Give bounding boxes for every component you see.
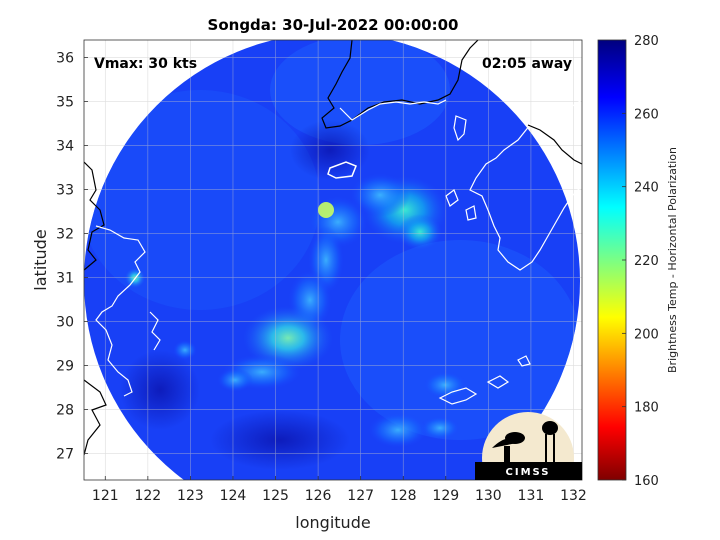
cimss-logo: CIMSS: [475, 412, 582, 480]
y-axis-ticks: 27 28 29 30 31 32 33 34 35 36: [56, 51, 88, 463]
colorbar-tick-label: 200: [634, 327, 659, 342]
coastlines: [84, 40, 582, 456]
y-tick-label: 35: [56, 95, 74, 111]
colorbar-label: Brightness Temp - Horizontal Polarizatio…: [666, 147, 679, 373]
y-tick-label: 33: [56, 183, 74, 199]
y-tick-label: 28: [56, 403, 74, 419]
y-tick-label: 31: [56, 271, 74, 287]
x-tick-label: 121: [92, 488, 119, 504]
x-axis-ticks: 121 122 123 124 125 126 127 128 129 130 131 132: [92, 476, 587, 504]
x-tick-label: 132: [560, 488, 587, 504]
y-tick-label: 30: [56, 315, 74, 331]
colorbar: [597, 39, 627, 481]
microwave-swath: [84, 40, 580, 480]
x-tick-label: 122: [134, 488, 161, 504]
time-away-label: 02:05 away: [482, 56, 572, 72]
colorbar-tick-label: 260: [634, 107, 659, 122]
x-tick-label: 127: [347, 488, 374, 504]
grid-lines: [84, 40, 582, 480]
axes-frame: [83, 39, 583, 481]
y-tick-label: 34: [56, 139, 74, 155]
x-tick-label: 130: [475, 488, 502, 504]
x-tick-label: 124: [220, 488, 247, 504]
y-tick-label: 29: [56, 359, 74, 375]
x-tick-label: 131: [518, 488, 545, 504]
y-tick-label: 27: [56, 447, 74, 463]
colorbar-tick-label: 280: [634, 34, 659, 49]
y-tick-label: 32: [56, 227, 74, 243]
y-tick-label: 36: [56, 51, 74, 67]
x-tick-label: 123: [177, 488, 204, 504]
colorbar-tick-label: 160: [634, 474, 659, 489]
colorbar-tick-label: 240: [634, 181, 659, 196]
colorbar-tick-label: 180: [634, 401, 659, 416]
rainband-south: [243, 306, 333, 370]
y-axis-label: latitude: [31, 229, 50, 290]
x-axis-label: longitude: [295, 513, 370, 532]
x-tick-label: 128: [390, 488, 417, 504]
x-tick-label: 126: [305, 488, 332, 504]
x-tick-label: 129: [432, 488, 459, 504]
jeju-island: [327, 161, 357, 179]
vmax-label: Vmax: 30 kts: [94, 56, 197, 72]
colorbar-ticks: 160 180 200 220 240 260 280: [622, 34, 659, 489]
logo-text: CIMSS: [506, 467, 551, 478]
colorbar-tick-label: 220: [634, 254, 659, 269]
x-tick-label: 125: [262, 488, 289, 504]
chart-title: Songda: 30-Jul-2022 00:00:00: [208, 16, 459, 34]
